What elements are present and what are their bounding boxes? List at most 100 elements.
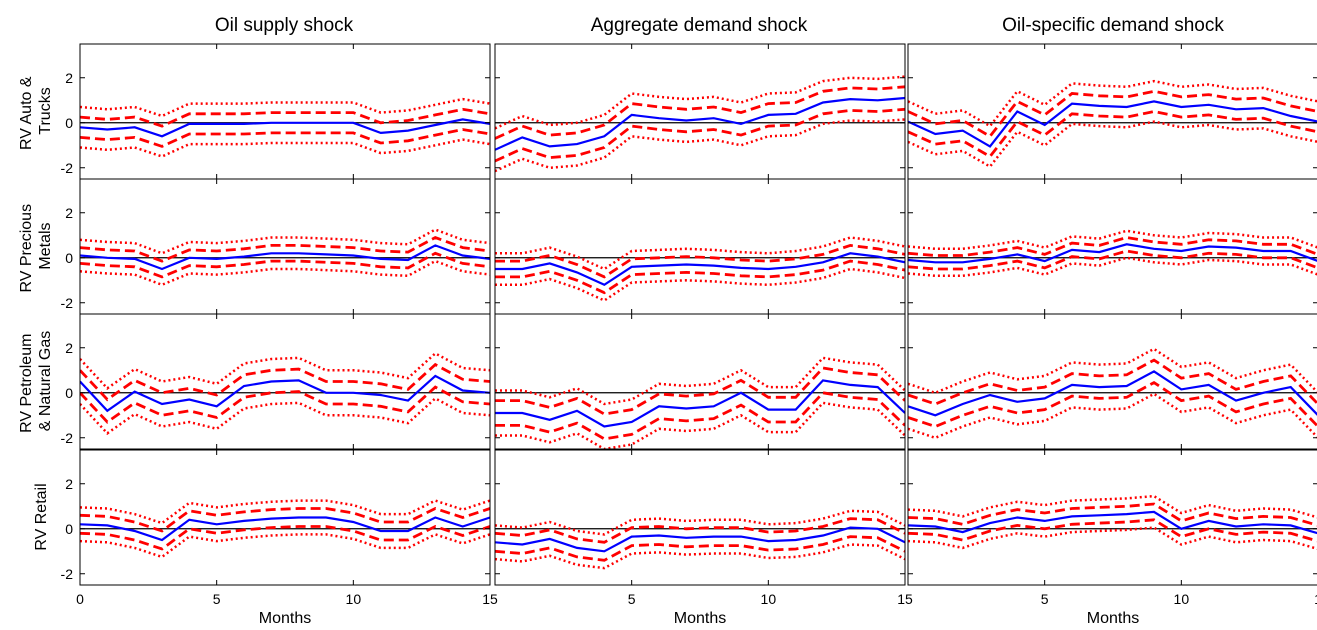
band-outer-upper-line (908, 229, 1317, 251)
band-outer-lower-line (908, 392, 1317, 440)
band-inner-upper-line (908, 502, 1317, 527)
band-inner-lower-line (908, 380, 1317, 428)
band-outer-upper-line (80, 97, 490, 118)
band-inner-upper-line (80, 107, 490, 128)
row-label-auto-trucks: RV Auto & Trucks (18, 72, 54, 150)
row-label-petroleum-gas-line1: RV Petroleum (18, 334, 35, 433)
row-label-precious-metals: RV Precious Metals (18, 199, 54, 292)
estimate-line (80, 374, 490, 413)
band-inner-lower-line (495, 391, 905, 441)
band-inner-lower-line (80, 251, 490, 279)
row-label-precious-metals-line1: RV Precious (18, 204, 35, 293)
x-tick-label: 15 (897, 591, 913, 607)
x-tick-label: 5 (1041, 591, 1049, 607)
panel-r1-c3 (907, 43, 1317, 180)
band-inner-lower-line (80, 128, 490, 148)
y-tick-label: -2 (61, 566, 74, 582)
panel-frame (907, 178, 1317, 315)
estimate-line (908, 243, 1317, 264)
column-title-oil-supply: Oil supply shock (215, 15, 354, 36)
x-axis-label-col1: Months (259, 610, 311, 627)
row-label-petroleum-gas-line2: & Natural Gas (37, 331, 54, 431)
panel-plot-area (80, 351, 490, 435)
band-inner-lower-line (495, 107, 905, 163)
panels: 2 0 -2 2 0 -2 2 0 -2 2 0 -2 (61, 43, 1317, 586)
panel-plot-area (908, 347, 1317, 440)
estimate-line (80, 244, 490, 271)
band-outer-lower-line (80, 533, 490, 559)
panel-r2-c3 (907, 178, 1317, 315)
row-label-retail: RV Retail (33, 483, 50, 550)
panel-plot-area (495, 236, 905, 302)
band-outer-upper-line (908, 347, 1317, 395)
panel-plot-area (80, 228, 490, 287)
y-tick-label: 2 (65, 476, 73, 492)
column-titles: Oil supply shock Aggregate demand shock … (215, 15, 1225, 36)
band-outer-upper-line (908, 494, 1317, 519)
band-inner-upper-line (495, 517, 905, 544)
x-tick-label: 10 (1174, 591, 1190, 607)
band-outer-lower-line (908, 526, 1317, 551)
panel-r2-c1: 2 0 -2 (61, 178, 491, 315)
band-inner-upper-line (908, 358, 1317, 406)
panel-r2-c2 (494, 178, 906, 315)
estimate-line (495, 252, 905, 287)
panel-frame (79, 43, 491, 180)
panel-r4-c1: 2 0 -2 (61, 449, 491, 586)
row-labels: RV Auto & Trucks RV Precious Metals RV P… (18, 72, 54, 551)
estimate-line (908, 100, 1317, 148)
band-inner-lower-line (908, 110, 1317, 159)
y-tick-label: 2 (65, 205, 73, 221)
x-axes: Months Months Months 0 5 10 15 5 10 15 5 10 1 (76, 591, 1317, 627)
panel-plot-area (495, 75, 905, 173)
band-outer-lower-line (495, 267, 905, 302)
panel-frame (79, 178, 491, 315)
band-inner-upper-line (495, 243, 905, 279)
panel-plot-area (908, 229, 1317, 278)
y-tick-label: 2 (65, 340, 73, 356)
x-tick-label: 10 (761, 591, 777, 607)
y-tick-label: 0 (65, 115, 73, 131)
panel-r3-c2 (494, 313, 906, 450)
x-axis-label-col2: Months (674, 610, 726, 627)
band-outer-lower-line (80, 259, 490, 287)
panel-plot-area (908, 79, 1317, 169)
panel-plot-area (495, 356, 905, 449)
panel-r4-c3 (907, 449, 1317, 586)
estimate-line (495, 96, 905, 151)
row-label-auto-trucks-line2: Trucks (37, 87, 54, 134)
band-inner-lower-line (908, 249, 1317, 271)
panel-r4-c2 (494, 449, 906, 586)
estimate-line (495, 379, 905, 428)
panel-frame (907, 449, 1317, 586)
panel-frame (79, 449, 491, 586)
panel-plot-area (495, 509, 905, 570)
band-inner-upper-line (80, 235, 490, 263)
band-inner-upper-line (80, 362, 490, 402)
band-inner-lower-line (495, 259, 905, 295)
y-tick-label: -2 (61, 160, 74, 176)
band-inner-lower-line (495, 535, 905, 562)
estimate-line (80, 118, 490, 138)
y-tick-label: 0 (65, 521, 73, 537)
band-inner-upper-line (80, 506, 490, 533)
band-outer-lower-line (495, 401, 905, 449)
panel-plot-area (80, 97, 490, 158)
row-label-petroleum-gas: RV Petroleum & Natural Gas (18, 329, 54, 433)
panel-frame (79, 313, 491, 450)
column-title-aggregate-demand: Aggregate demand shock (591, 15, 808, 36)
panel-frame (907, 313, 1317, 450)
y-tick-label: -2 (61, 430, 74, 446)
x-tick-label: 5 (628, 591, 636, 607)
x-tick-label: 10 (346, 591, 362, 607)
estimate-line (908, 510, 1317, 535)
band-inner-upper-line (908, 89, 1317, 139)
column-title-oil-specific-demand: Oil-specific demand shock (1002, 15, 1224, 36)
band-inner-upper-line (908, 236, 1317, 257)
y-tick-label: -2 (61, 295, 74, 311)
panel-r3-c3 (907, 313, 1317, 450)
row-label-precious-metals-line2: Metals (37, 222, 54, 269)
panel-frame (494, 313, 906, 450)
band-outer-upper-line (495, 356, 905, 406)
